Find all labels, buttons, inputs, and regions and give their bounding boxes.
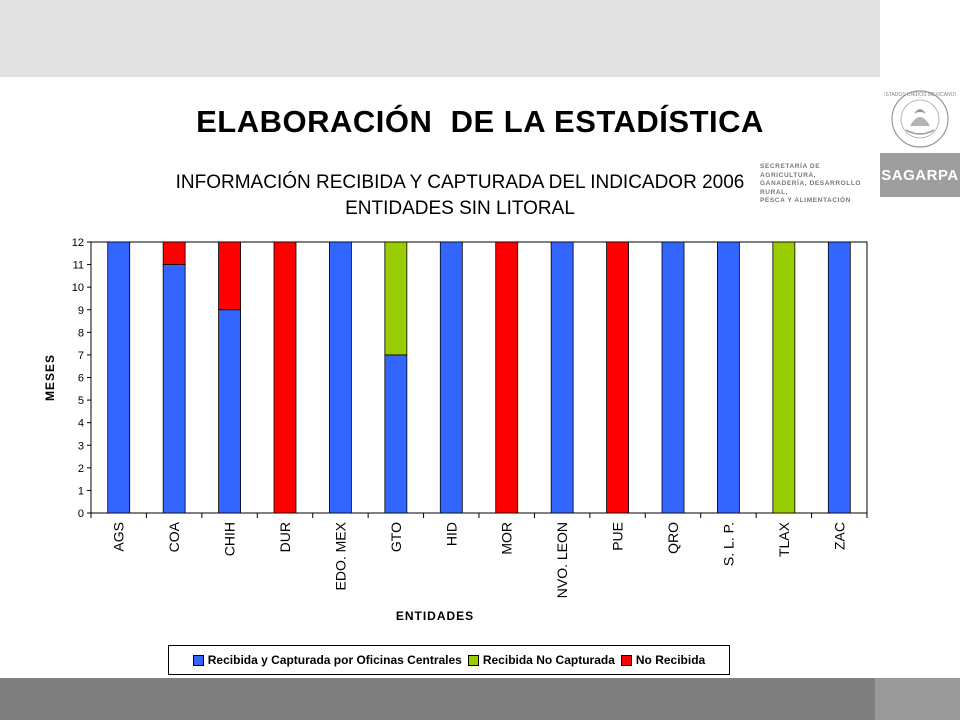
y-tick-label: 2 xyxy=(78,463,84,475)
y-tick-label: 8 xyxy=(78,327,84,339)
legend-label: Recibida No Capturada xyxy=(482,653,615,667)
bar-segment xyxy=(107,241,131,514)
x-tick-label: QRO xyxy=(665,522,681,554)
y-tick-label: 5 xyxy=(78,395,84,407)
header-band xyxy=(0,0,960,77)
agency-line: SECRETARÍA DE AGRICULTURA, xyxy=(760,163,821,179)
plot-area xyxy=(90,241,868,514)
subtitle-line-1: INFORMACIÓN RECIBIDA Y CAPTURADA DEL IND… xyxy=(175,172,745,193)
y-axis-title: MESES xyxy=(43,354,57,401)
x-tick-label: TLAX xyxy=(776,521,792,557)
x-tick-label: DUR xyxy=(277,522,293,552)
bar-segment xyxy=(827,241,851,514)
x-tick-label: NVO. LEON xyxy=(554,522,570,598)
x-tick-label: COA xyxy=(166,521,182,552)
y-tick-label: 6 xyxy=(78,373,84,385)
y-tick-label: 4 xyxy=(78,418,84,430)
x-tick-label: GTO xyxy=(388,522,404,552)
x-tick-label: CHIH xyxy=(222,522,238,556)
y-tick-label: 3 xyxy=(78,440,84,452)
national-seal-icon: ESTADOS UNIDOS MEXICANOS xyxy=(884,90,956,148)
agency-line: PESCA Y ALIMENTACIÓN xyxy=(760,197,851,204)
bar-segment xyxy=(384,354,408,514)
x-tick-label: MOR xyxy=(499,522,515,555)
brand-logo: SAGARPA xyxy=(880,153,960,197)
y-tick-label: 0 xyxy=(78,508,84,520)
x-tick-label: ZAC xyxy=(831,522,847,550)
y-tick-label: 7 xyxy=(78,350,84,362)
bar-segment xyxy=(439,241,463,514)
logo-background xyxy=(880,0,960,77)
legend-swatch xyxy=(192,654,204,666)
chart-legend: Recibida y Capturada por Oficinas Centra… xyxy=(168,645,730,675)
legend-swatch xyxy=(467,654,479,666)
x-tick-label: HID xyxy=(443,522,459,546)
legend-label: No Recibida xyxy=(635,653,706,667)
bar-segment xyxy=(273,241,297,514)
page-title: ELABORACIÓN DE LA ESTADÍSTICA xyxy=(0,104,960,140)
legend-item: No Recibida xyxy=(620,653,706,667)
agency-line: GANADERÍA, DESARROLLO RURAL, xyxy=(760,180,862,196)
y-tick-label: 11 xyxy=(73,260,84,272)
footer-band xyxy=(0,678,875,720)
x-tick-label: AGS xyxy=(111,522,127,552)
svg-text:ESTADOS UNIDOS MEXICANOS: ESTADOS UNIDOS MEXICANOS xyxy=(884,92,956,98)
bar-segment xyxy=(162,241,186,265)
y-tick-label: 12 xyxy=(72,237,84,249)
x-tick-label: S. L. P. xyxy=(720,522,736,566)
bar-segment xyxy=(550,241,574,514)
brand-name: SAGARPA xyxy=(881,166,959,184)
subtitle-line-2: ENTIDADES SIN LITORAL xyxy=(345,198,575,219)
legend-item: Recibida No Capturada xyxy=(467,653,615,667)
x-tick-label: PUE xyxy=(610,522,626,551)
footer-band-right xyxy=(875,678,960,720)
bar-segment xyxy=(495,241,519,514)
y-tick-label: 1 xyxy=(78,485,84,497)
bar-segment xyxy=(717,241,740,514)
bar-segment xyxy=(218,309,241,514)
agency-name: SECRETARÍA DE AGRICULTURA, GANADERÍA, DE… xyxy=(760,163,872,206)
bar-segment xyxy=(606,241,629,514)
legend-swatch xyxy=(620,654,632,666)
x-tick-label: EDO. MEX xyxy=(332,521,348,590)
bar-segment xyxy=(384,241,408,356)
bar-segment xyxy=(772,241,796,514)
bar-segment xyxy=(162,264,186,514)
bar-segment xyxy=(661,241,685,514)
legend-label: Recibida y Capturada por Oficinas Centra… xyxy=(207,653,462,667)
page-title-text: ELABORACIÓN DE LA ESTADÍSTICA xyxy=(196,104,764,139)
y-tick-label: 9 xyxy=(78,305,84,317)
y-tick-label: 10 xyxy=(72,282,84,294)
chart-subtitle: INFORMACIÓN RECIBIDA Y CAPTURADA DEL IND… xyxy=(60,170,860,222)
legend-item: Recibida y Capturada por Oficinas Centra… xyxy=(192,653,462,667)
bar-segment xyxy=(329,241,352,514)
bar-segment xyxy=(218,241,241,311)
x-axis-title: ENTIDADES xyxy=(396,609,474,623)
